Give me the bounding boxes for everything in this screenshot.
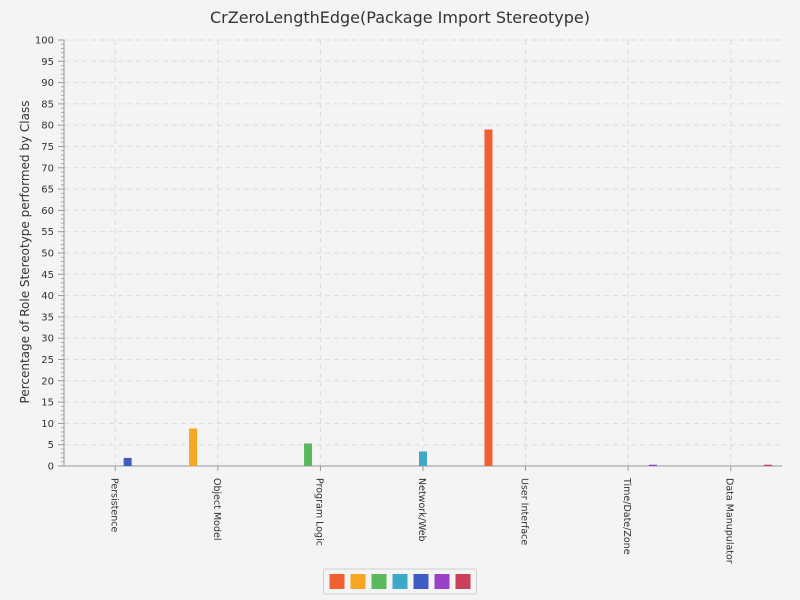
x-tick-label: Time/Date/Zone [621,477,632,555]
y-tick-label: 20 [41,376,54,387]
y-tick-label: 55 [41,227,54,238]
y-tick-label: 75 [41,142,54,153]
legend-swatch [413,574,429,589]
y-axis-label: Percentage of Role Stereotype performed … [18,101,32,404]
y-tick-label: 40 [41,291,54,302]
x-tick-label: Program Logic [313,478,324,546]
y-tick-label: 5 [48,440,54,451]
y-tick-label: 10 [41,419,54,430]
legend-swatch [371,574,387,589]
x-tick-label: Object Model [211,478,222,540]
bars [123,129,772,466]
y-tick-label: 100 [35,36,54,47]
y-tick-label: 65 [41,185,54,196]
y-tick-label: 50 [41,249,54,260]
bar [189,428,198,466]
y-tick-label: 35 [41,312,54,323]
bar [304,443,313,466]
y-tick-label: 15 [41,398,54,409]
y-tick-label: 0 [48,462,54,473]
bar [484,129,493,466]
category-labels: Persistence Object Model Program Logic Netw… [108,477,734,564]
y-tick-label: 85 [41,99,54,110]
bar [763,464,772,466]
x-tick-label: Network/Web [416,478,427,542]
y-tick-label: 45 [41,270,54,281]
y-tick-label: 30 [41,334,54,345]
bar [648,464,657,466]
x-tick-label: Persistence [108,478,119,532]
x-tick-label: Data Manupulator [724,478,735,564]
legend [323,568,477,595]
bar [419,451,427,466]
axes: 0 5 10 15 20 25 30 35 40 45 50 55 60 65 70 75 80 85 90 95 10… [35,36,782,473]
y-tick-label: 60 [41,206,54,217]
legend-swatch [455,574,471,589]
legend-swatch [392,574,408,589]
legend-swatch [350,574,366,589]
y-tick-label: 25 [41,355,54,366]
legend-swatch [434,574,450,589]
bar [123,457,132,466]
y-tick-label: 80 [41,121,54,132]
y-tick-label: 70 [41,163,54,174]
legend-swatch [329,574,345,589]
x-tick-label: User Interface [519,478,530,545]
y-tick-label: 90 [41,78,54,89]
grid [64,39,782,466]
y-tick-label: 95 [41,57,54,68]
chart-title: CrZeroLengthEdge(Package Import Stereoty… [210,8,590,27]
